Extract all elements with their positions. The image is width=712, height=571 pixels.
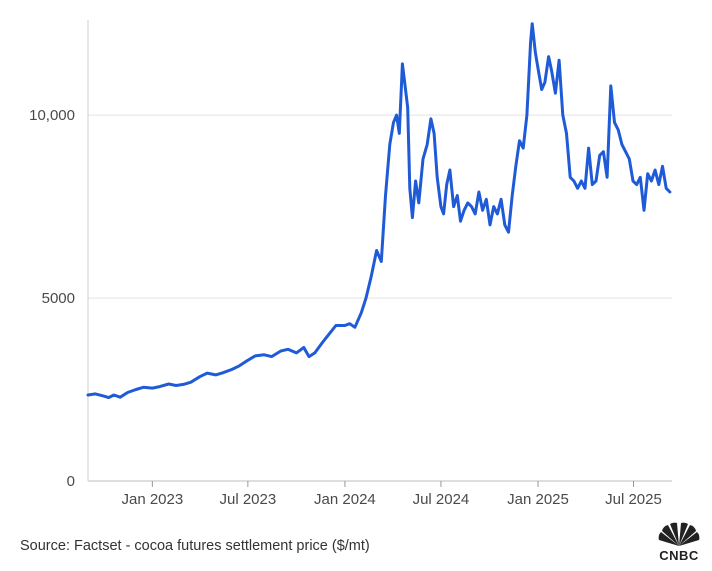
y-tick-label: 5000 — [42, 290, 75, 307]
logo-text: CNBC — [659, 548, 699, 563]
x-tick-label: Jul 2024 — [413, 491, 470, 508]
cnbc-logo: CNBC — [652, 522, 706, 566]
cocoa-price-chart: 0 5000 10,000 Jan 2023 Jul 2023 Jan 2024 Jul … — [29, 20, 672, 508]
x-tick-label: Jan 2023 — [121, 491, 183, 508]
y-axis-labels: 0 5000 10,000 — [29, 107, 75, 490]
x-axis-ticks: Jan 2023 Jul 2023 Jan 2024 Jul 2024 Jan 2025… — [121, 481, 662, 508]
gridlines — [88, 114, 672, 482]
y-tick-label: 0 — [67, 473, 75, 490]
x-tick-label: Jan 2025 — [507, 491, 569, 508]
x-tick-label: Jan 2024 — [314, 491, 376, 508]
peacock-icon — [658, 522, 700, 546]
series-group — [86, 22, 672, 400]
y-tick-label: 10,000 — [29, 107, 75, 124]
x-tick-label: Jul 2025 — [605, 491, 662, 508]
source-note: Source: Factset - cocoa futures settleme… — [20, 538, 370, 554]
price-line — [86, 22, 672, 400]
x-tick-label: Jul 2023 — [219, 491, 276, 508]
